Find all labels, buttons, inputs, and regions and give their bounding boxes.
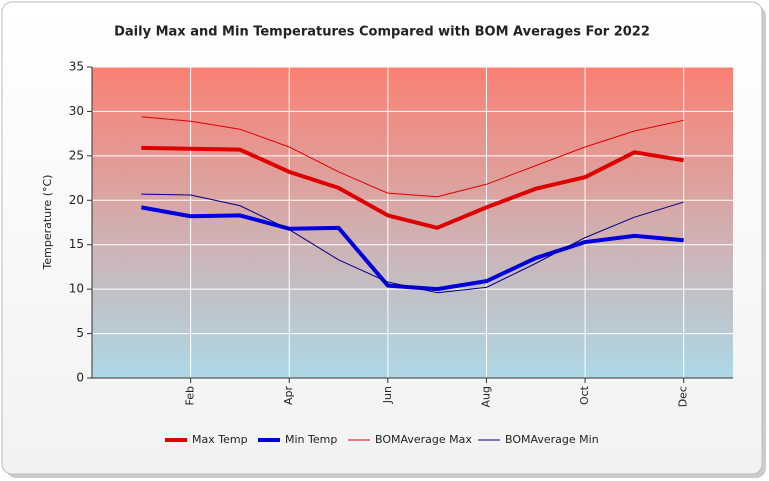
legend-label: BOMAverage Max <box>375 433 472 446</box>
series-line <box>141 145 685 230</box>
chart-title: Daily Max and Min Temperatures Compared … <box>114 25 650 40</box>
series-line <box>141 193 684 294</box>
x-tick-label: Apr <box>282 386 295 406</box>
y-tick-label: 20 <box>69 193 84 207</box>
legend-label: BOMAverage Min <box>505 433 599 446</box>
y-tick-label: 0 <box>76 371 84 385</box>
x-tick-label: Dec <box>677 386 690 407</box>
x-tick-label: Feb <box>184 386 197 405</box>
y-axis-title: Temperature (°C) <box>41 175 54 271</box>
y-tick-label: 35 <box>69 60 84 74</box>
y-tick-label: 15 <box>69 237 84 251</box>
y-tick-label: 10 <box>69 282 84 296</box>
y-tick-label: 25 <box>69 148 84 162</box>
x-tick-label: Aug <box>479 386 492 407</box>
x-tick-label: Oct <box>578 385 591 405</box>
legend-label: Max Temp <box>192 433 248 446</box>
series-line <box>141 116 684 198</box>
y-tick-label: 5 <box>76 326 84 340</box>
x-tick-label: Jun <box>381 386 394 404</box>
y-tick-label: 30 <box>69 104 84 118</box>
legend-label: Min Temp <box>285 433 337 446</box>
